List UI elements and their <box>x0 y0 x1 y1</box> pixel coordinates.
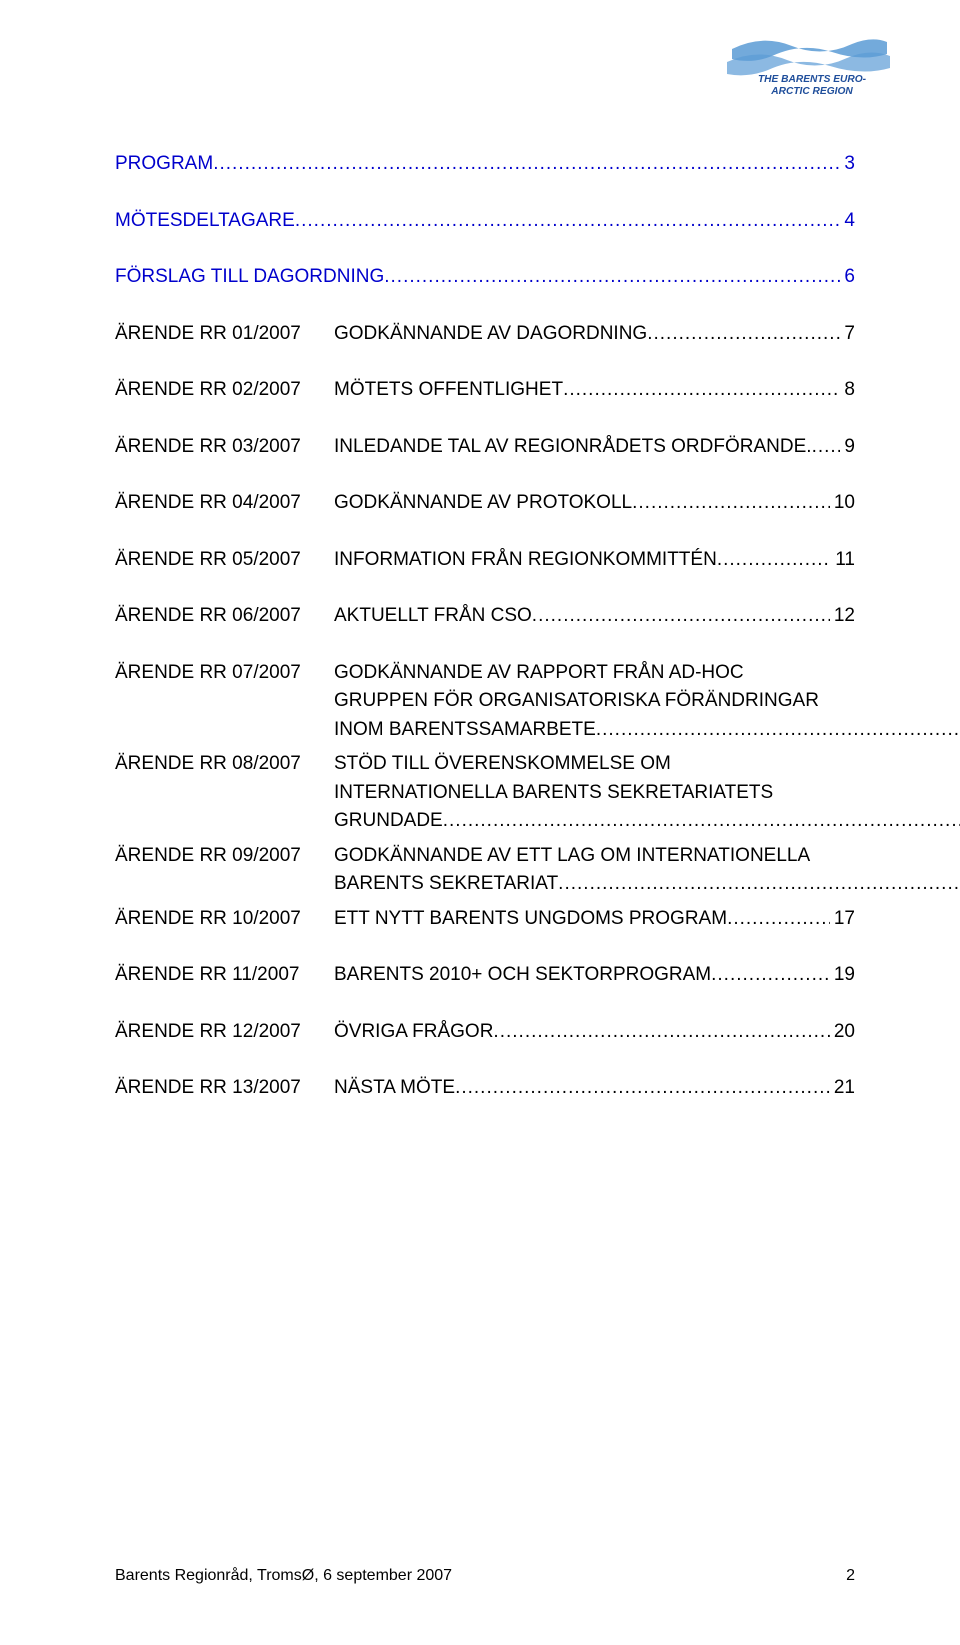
toc-label: ÄRENDE RR 04/2007 <box>115 489 334 518</box>
toc-page: 19 <box>830 961 855 990</box>
toc-title: GODKÄNNANDE AV PROTOKOLL <box>334 489 632 518</box>
toc-page: 9 <box>840 433 855 462</box>
toc-leader <box>812 433 841 462</box>
toc-item-08[interactable]: ÄRENDE RR 08/2007 STÖD TILL ÖVERENSKOMME… <box>115 750 855 836</box>
toc-link-motesdeltagare[interactable]: MÖTESDELTAGARE 4 <box>115 207 855 236</box>
toc-label: ÄRENDE RR 11/2007 <box>115 961 334 990</box>
toc-label: ÄRENDE RR 01/2007 <box>115 320 334 349</box>
toc-page: 8 <box>840 376 855 405</box>
footer-text: Barents Regionråd, TromsØ, 6 september 2… <box>115 1567 452 1585</box>
toc-leader <box>455 1074 830 1103</box>
toc-page: 11 <box>831 546 855 575</box>
toc-line: INOM BARENTSSAMARBETE <box>334 716 596 745</box>
toc-line: GRUPPEN FÖR ORGANISATORISKA FÖRÄNDRINGAR <box>334 687 960 716</box>
toc-leader <box>384 263 840 292</box>
toc-title: ETT NYTT BARENTS UNGDOMS PROGRAM <box>334 905 727 934</box>
toc-label: ÄRENDE RR 13/2007 <box>115 1074 334 1103</box>
toc-title: INLEDANDE TAL AV REGIONRÅDETS ORDFÖRANDE… <box>334 433 812 462</box>
toc-title: FÖRSLAG TILL DAGORDNING <box>115 263 384 292</box>
toc-leader <box>563 376 840 405</box>
toc-leader <box>213 150 840 179</box>
toc: PROGRAM 3 MÖTESDELTAGARE 4 FÖRSLAG TILL … <box>115 150 855 1131</box>
toc-leader <box>493 1018 829 1047</box>
toc-leader <box>596 716 960 745</box>
toc-item-04[interactable]: ÄRENDE RR 04/2007 GODKÄNNANDE AV PROTOKO… <box>115 489 855 518</box>
toc-item-12[interactable]: ÄRENDE RR 12/2007 ÖVRIGA FRÅGOR 20 <box>115 1018 855 1047</box>
toc-page: 7 <box>840 320 855 349</box>
toc-page: 4 <box>840 207 855 236</box>
toc-item-01[interactable]: ÄRENDE RR 01/2007 GODKÄNNANDE AV DAGORDN… <box>115 320 855 349</box>
toc-leader <box>727 905 830 934</box>
toc-line: STÖD TILL ÖVERENSKOMMELSE OM <box>334 750 960 779</box>
logo-text-2: ARCTIC REGION <box>770 86 853 97</box>
toc-title: MÖTESDELTAGARE <box>115 207 295 236</box>
toc-leader <box>295 207 841 236</box>
toc-title: BARENTS 2010+ OCH SEKTORPROGRAM <box>334 961 711 990</box>
toc-leader <box>443 807 960 836</box>
toc-page: 21 <box>830 1074 855 1103</box>
toc-item-02[interactable]: ÄRENDE RR 02/2007 MÖTETS OFFENTLIGHET 8 <box>115 376 855 405</box>
toc-item-03[interactable]: ÄRENDE RR 03/2007 INLEDANDE TAL AV REGIO… <box>115 433 855 462</box>
toc-page: 17 <box>830 905 855 934</box>
logo-waves <box>727 39 890 75</box>
toc-item-09[interactable]: ÄRENDE RR 09/2007 GODKÄNNANDE AV ETT LAG… <box>115 842 855 899</box>
toc-label: ÄRENDE RR 08/2007 <box>115 750 334 779</box>
toc-title: PROGRAM <box>115 150 213 179</box>
toc-line: GRUNDADE <box>334 807 443 836</box>
toc-line: BARENTS SEKRETARIAT <box>334 870 558 899</box>
toc-page: 10 <box>830 489 855 518</box>
toc-label: ÄRENDE RR 07/2007 <box>115 659 334 688</box>
toc-label: ÄRENDE RR 06/2007 <box>115 602 334 631</box>
toc-title: MÖTETS OFFENTLIGHET <box>334 376 563 405</box>
toc-leader <box>532 602 830 631</box>
toc-title: INFORMATION FRÅN REGIONKOMMITTÉN <box>334 546 717 575</box>
toc-link-forslag[interactable]: FÖRSLAG TILL DAGORDNING 6 <box>115 263 855 292</box>
toc-title: ÖVRIGA FRÅGOR <box>334 1018 493 1047</box>
toc-page: 20 <box>830 1018 855 1047</box>
toc-leader <box>717 546 831 575</box>
toc-leader <box>558 870 960 899</box>
logo-text-1: THE BARENTS EURO- <box>758 74 867 85</box>
toc-title: AKTUELLT FRÅN CSO <box>334 602 532 631</box>
toc-label: ÄRENDE RR 09/2007 <box>115 842 334 871</box>
toc-leader <box>632 489 830 518</box>
toc-item-11[interactable]: ÄRENDE RR 11/2007 BARENTS 2010+ OCH SEKT… <box>115 961 855 990</box>
toc-item-10[interactable]: ÄRENDE RR 10/2007 ETT NYTT BARENTS UNGDO… <box>115 905 855 934</box>
toc-line: INTERNATIONELLA BARENTS SEKRETARIATETS <box>334 779 960 808</box>
toc-item-07[interactable]: ÄRENDE RR 07/2007 GODKÄNNANDE AV RAPPORT… <box>115 659 855 745</box>
toc-item-13[interactable]: ÄRENDE RR 13/2007 NÄSTA MÖTE 21 <box>115 1074 855 1103</box>
toc-item-06[interactable]: ÄRENDE RR 06/2007 AKTUELLT FRÅN CSO 12 <box>115 602 855 631</box>
toc-label: ÄRENDE RR 10/2007 <box>115 905 334 934</box>
toc-title: GODKÄNNANDE AV DAGORDNING <box>334 320 647 349</box>
toc-page: 3 <box>840 150 855 179</box>
toc-label: ÄRENDE RR 05/2007 <box>115 546 334 575</box>
toc-label: ÄRENDE RR 12/2007 <box>115 1018 334 1047</box>
toc-leader <box>647 320 840 349</box>
toc-line: GODKÄNNANDE AV RAPPORT FRÅN AD-HOC <box>334 659 960 688</box>
toc-item-05[interactable]: ÄRENDE RR 05/2007 INFORMATION FRÅN REGIO… <box>115 546 855 575</box>
toc-title: NÄSTA MÖTE <box>334 1074 455 1103</box>
toc-line: GODKÄNNANDE AV ETT LAG OM INTERNATIONELL… <box>334 842 960 871</box>
toc-link-program[interactable]: PROGRAM 3 <box>115 150 855 179</box>
page-number: 2 <box>846 1567 855 1585</box>
toc-label: ÄRENDE RR 03/2007 <box>115 433 334 462</box>
toc-page: 12 <box>830 602 855 631</box>
footer: Barents Regionråd, TromsØ, 6 september 2… <box>115 1567 855 1585</box>
barents-logo: THE BARENTS EURO- ARCTIC REGION <box>722 24 902 104</box>
toc-page: 6 <box>840 263 855 292</box>
toc-leader <box>711 961 830 990</box>
toc-label: ÄRENDE RR 02/2007 <box>115 376 334 405</box>
